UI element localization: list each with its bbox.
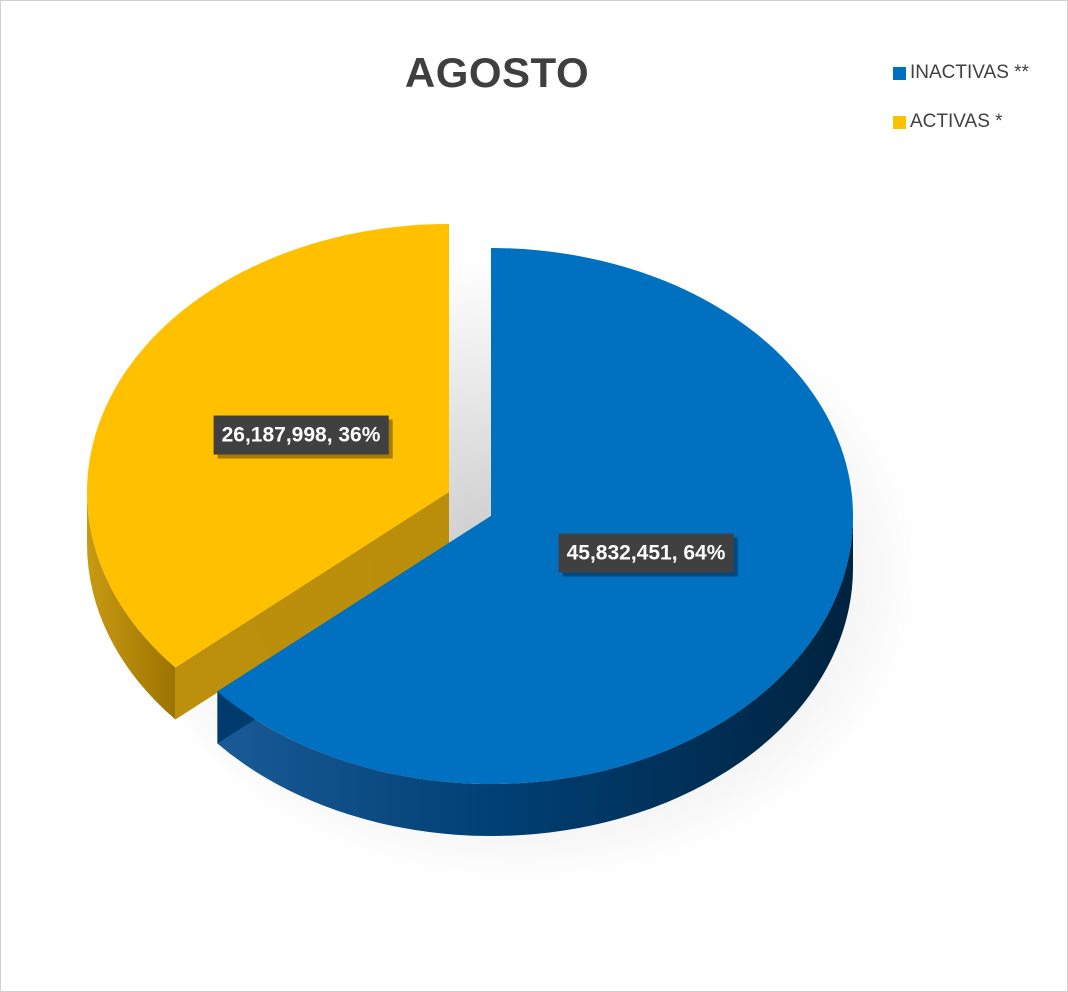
pie-slice-inactivas (217, 248, 854, 837)
slice-top-inactivas (217, 248, 854, 784)
slice-wall-activas-0 (175, 492, 449, 720)
data-label-box-inactivas (558, 533, 734, 573)
legend-swatch-inactivas (893, 66, 906, 80)
data-label-inactivas: 45,832,451, 64% (558, 533, 738, 577)
legend-item-activas: ACTIVAS * (893, 110, 1003, 134)
slice-side-activas (87, 492, 176, 720)
data-label-activas: 26,187,998, 36% (213, 415, 393, 459)
data-label-box-activas (213, 415, 389, 455)
legend-label-activas: ACTIVAS * (910, 111, 1003, 132)
chart-title: AGOSTO (404, 49, 590, 96)
legend-item-inactivas: INACTIVAS ** (893, 61, 1029, 85)
slice-side-inactivas (217, 516, 853, 837)
legend-label-inactivas: INACTIVAS ** (910, 62, 1029, 83)
data-label-text-activas: 26,187,998, 36% (222, 424, 381, 447)
data-label-text-inactivas: 45,832,451, 64% (567, 542, 726, 565)
legend-swatch-activas (893, 115, 906, 129)
